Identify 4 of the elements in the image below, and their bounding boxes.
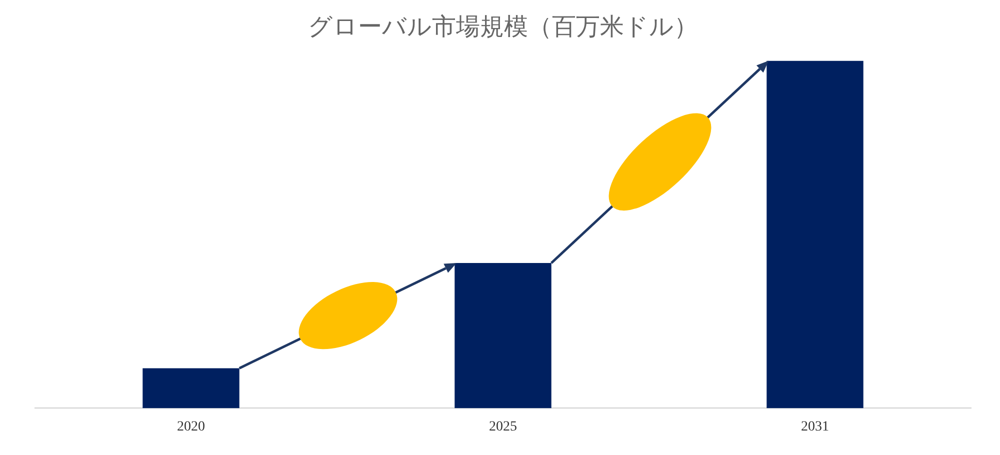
chart-title: グローバル市場規模（百万米ドル） bbox=[308, 12, 698, 41]
x-tick-label: 2020 bbox=[177, 419, 205, 434]
x-tick-label: 2031 bbox=[801, 419, 829, 434]
x-tick-label: 2025 bbox=[489, 419, 517, 434]
